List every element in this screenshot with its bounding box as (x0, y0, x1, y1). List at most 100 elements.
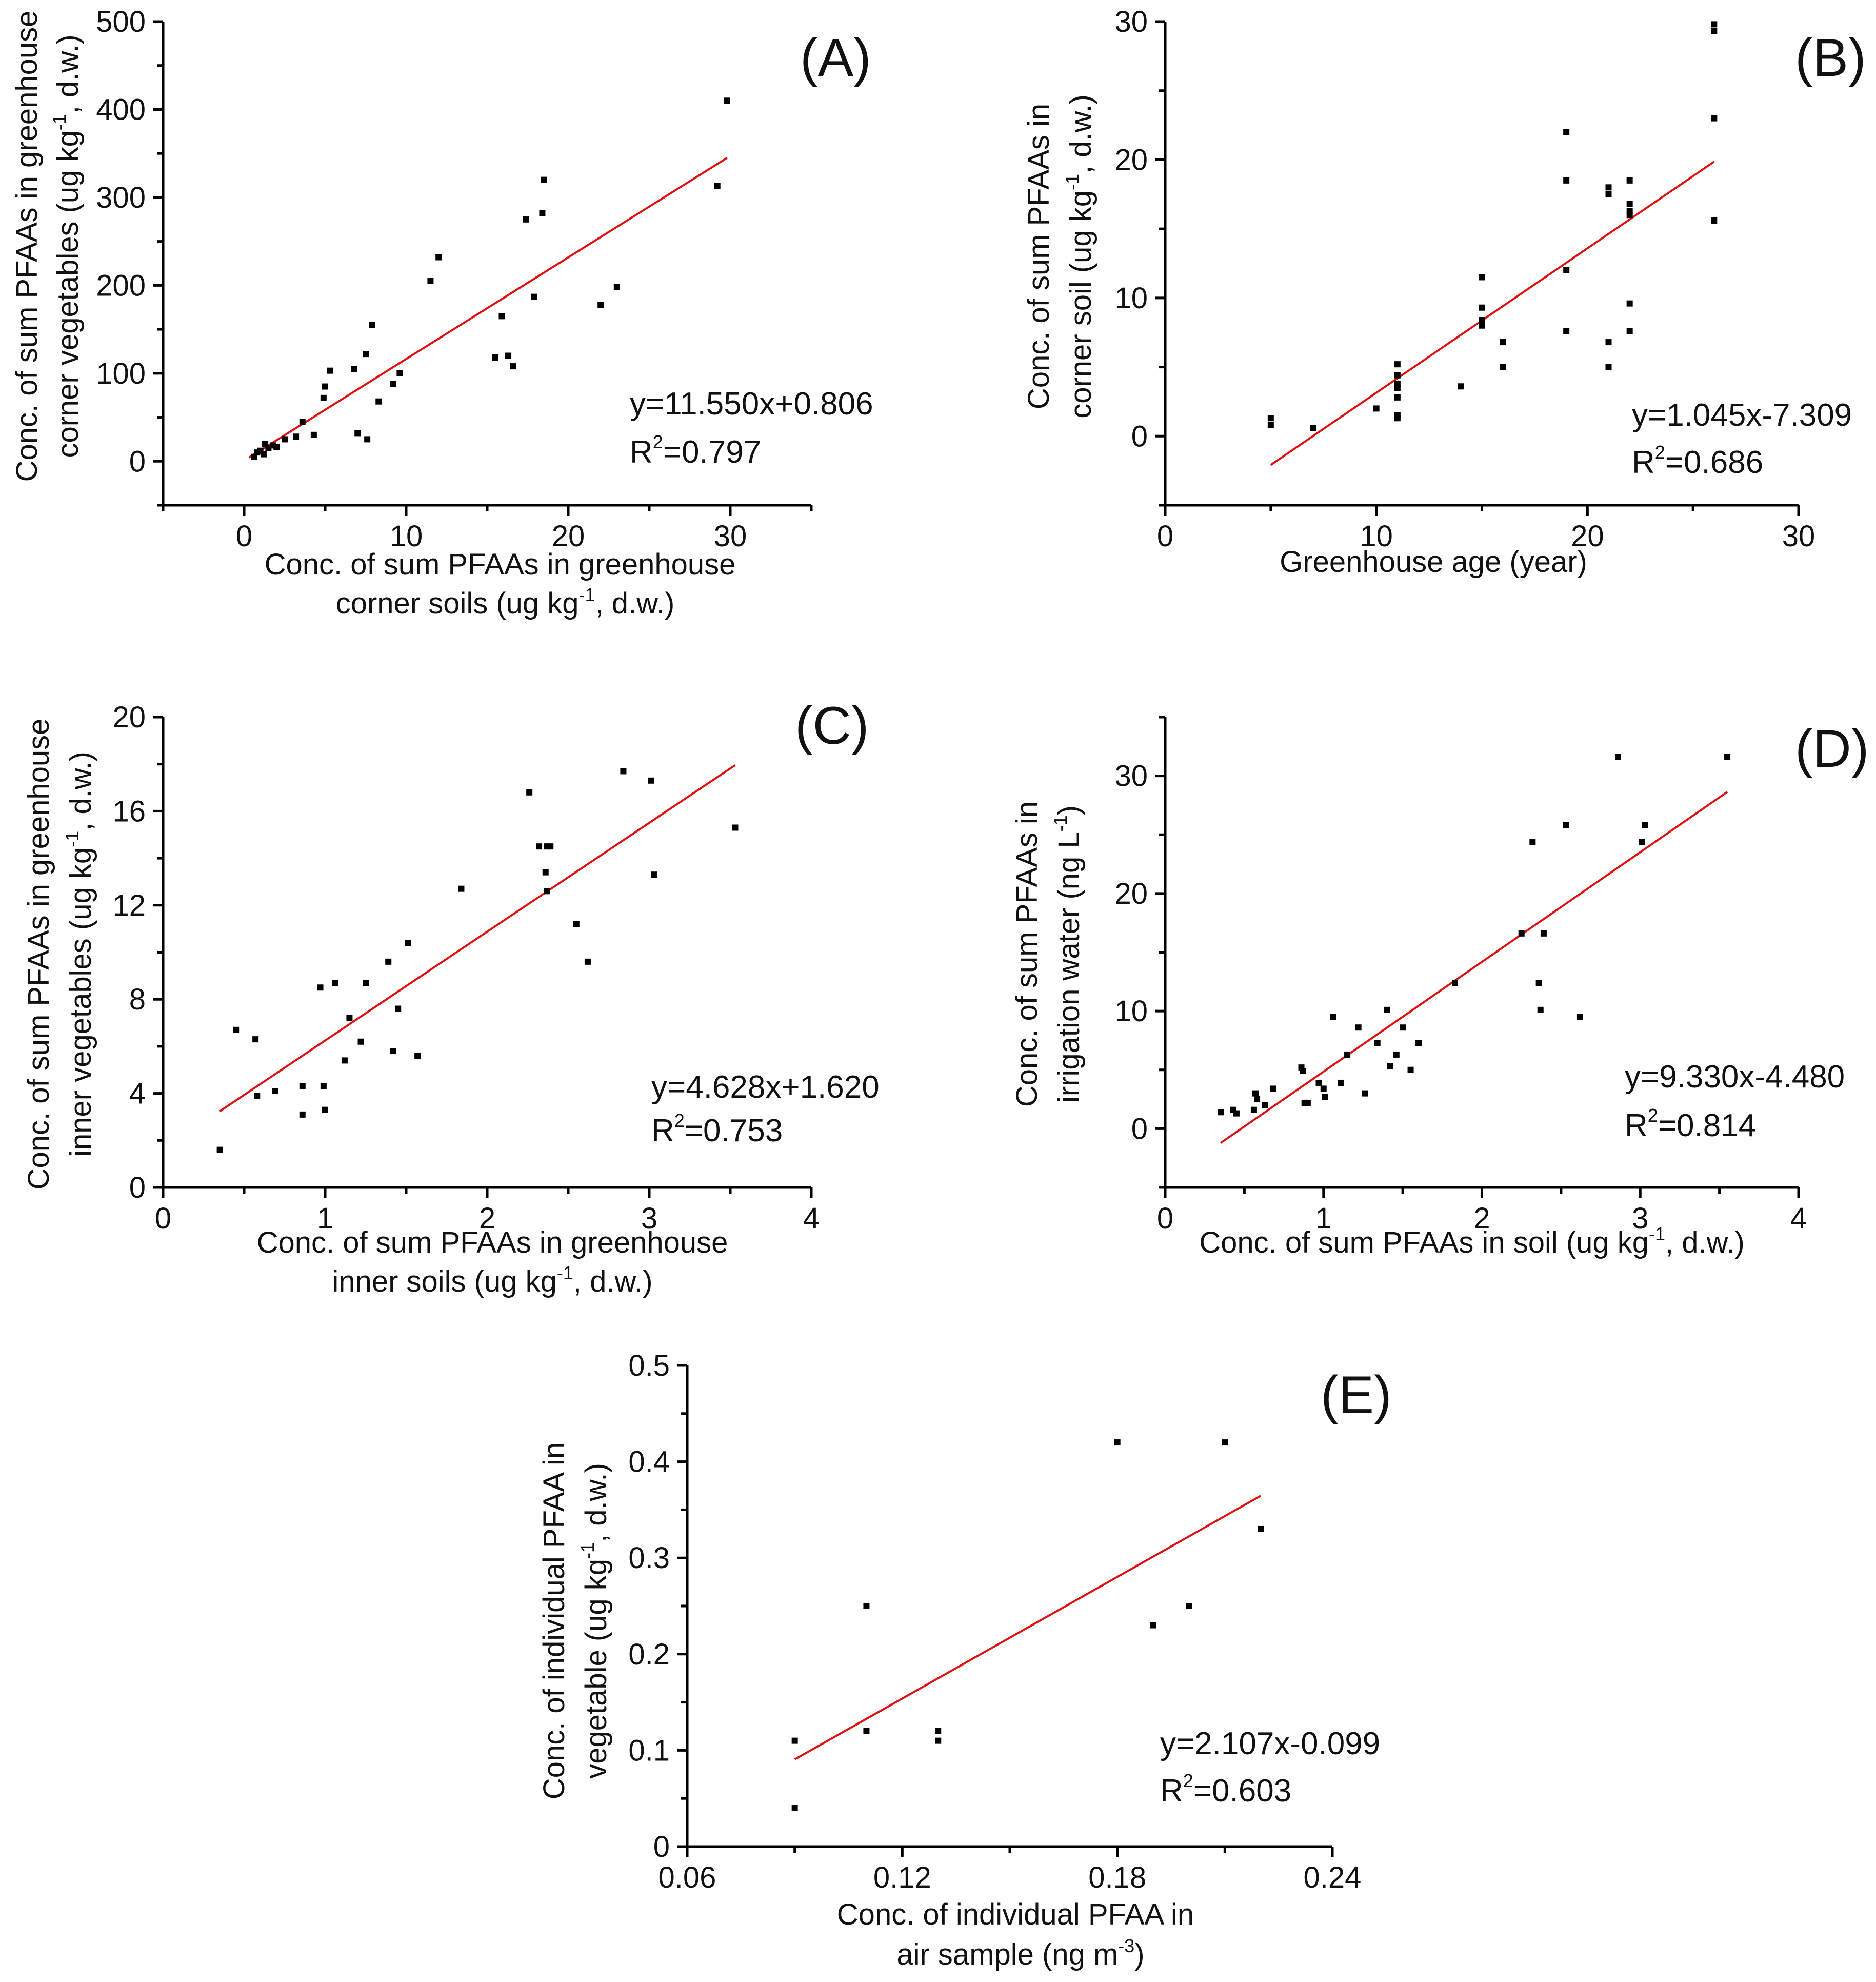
panel-c-fit-layer (219, 764, 736, 1113)
panel-b-equation: y=1.045x-7.309 (1632, 398, 1852, 433)
panel-c-data-point (573, 921, 580, 927)
panel-c-data-point (363, 980, 369, 986)
panel-e-equation: y=2.107x-0.099 (1160, 1726, 1380, 1761)
panel-a-data-point (262, 440, 269, 447)
panel-e-data-point (863, 1728, 870, 1734)
panel-c-y-tick-label: 8 (129, 983, 146, 1016)
panel-d-data-point (1639, 839, 1645, 845)
panel-a-r2: R2=0.797 (630, 431, 761, 470)
panel-c-points (216, 768, 739, 1153)
panel-c-x-tick-label: 4 (803, 1202, 820, 1235)
panel-a-data-point (351, 366, 357, 372)
panel-a-y-tick-label: 400 (96, 93, 146, 126)
panel-a-data-point (531, 293, 537, 300)
panel-b-data-point (1711, 21, 1718, 28)
panel-b-x-tick-label: 0 (1157, 520, 1173, 553)
panel-a-y-tick-label: 200 (96, 269, 146, 302)
panel-c-y-tick-label: 16 (112, 795, 146, 828)
panel-c-data-point (651, 871, 657, 878)
panel-e-x-tick-label: 0.24 (1304, 1861, 1362, 1894)
panel-e-data-point (1114, 1439, 1121, 1446)
panel-b-data-point (1563, 129, 1570, 135)
panel-a-data-point (369, 322, 375, 328)
panel-d-data-point (1384, 1006, 1390, 1013)
panel-c-data-point (526, 789, 533, 796)
panel-b-y-tick-label: 30 (1114, 5, 1148, 38)
panel-a-data-point (597, 302, 604, 308)
panel-b-x-tick-label: 20 (1571, 520, 1604, 553)
panel-b-data-point (1626, 212, 1633, 219)
panel-d-equation: y=9.330x-4.480 (1625, 1059, 1845, 1095)
panel-e-data-point (791, 1737, 798, 1744)
panel-c-x-tick-label: 1 (317, 1202, 333, 1235)
panel-d: 0 1 2 3 4 0 10 20 30 (D) y=9.330x-4.480 R2=0.814… (1010, 716, 1869, 1259)
panel-d-data-point (1269, 1085, 1276, 1092)
panel-b-ylabel-line2: corner soil (ug kg-1, d.w.) (1062, 94, 1097, 419)
panel-a-data-point (613, 284, 620, 290)
panel-a-xlabel-line2: corner soils (ug kg-1, d.w.) (336, 584, 675, 620)
panel-c-x-tick-label: 0 (155, 1202, 171, 1235)
panel-a-data-point (427, 278, 434, 284)
panel-b-data-point (1458, 383, 1464, 390)
panel-a-y-tick-label: 0 (129, 445, 146, 478)
panel-c-data-point (544, 888, 550, 895)
panel-d-data-point (1387, 1063, 1393, 1069)
panel-a-y-tick-label: 300 (96, 181, 146, 214)
panel-a-data-point (375, 398, 382, 405)
panel-b-data-point (1267, 422, 1274, 428)
panel-d-data-point (1355, 1024, 1362, 1031)
panel-c-x-tick-label: 3 (641, 1202, 657, 1235)
panel-d-y-tick-label: 10 (1114, 995, 1148, 1028)
panel-e-data-point (791, 1805, 798, 1811)
panel-d-data-point (1315, 1079, 1322, 1086)
panel-e-data-point (1258, 1525, 1264, 1532)
panel-a-label: (A) (800, 28, 871, 88)
panel-a-fit-line (248, 157, 728, 459)
panel-b-r2: R2=0.686 (1632, 442, 1763, 480)
panel-e-data-point (1222, 1439, 1228, 1446)
panel-c-data-point (317, 984, 324, 991)
panel-a-data-point (724, 97, 730, 104)
panel-d-x-tick-label: 2 (1473, 1202, 1490, 1235)
panel-c-data-point (536, 843, 543, 850)
panel-c-r2: R2=0.753 (651, 1110, 783, 1148)
panel-e-y-tick-label: 0.3 (628, 1541, 670, 1575)
panel-e-label: (E) (1321, 1365, 1392, 1425)
panel-c-data-point (542, 869, 549, 876)
panel-e-x-tick-label: 0.18 (1088, 1861, 1146, 1894)
panel-c-y-tick-label: 12 (112, 889, 146, 922)
panel-b-data-point (1711, 28, 1718, 34)
panel-a-data-point (364, 436, 371, 443)
panel-d-data-point (1393, 1051, 1400, 1058)
panel-c-label: (C) (795, 696, 869, 756)
panel-b-data-point (1605, 191, 1612, 197)
panel-d-y-tick-label: 0 (1131, 1112, 1148, 1145)
panel-b-axes: 0 10 20 30 0 10 20 30 (1114, 5, 1815, 553)
panel-a-data-point (327, 367, 333, 374)
panel-c-x-tick-label: 2 (479, 1202, 495, 1235)
panel-c-data-point (299, 1083, 306, 1089)
panel-b-data-point (1479, 304, 1485, 311)
panel-c-data-point (547, 843, 554, 850)
panel-e-y-tick-label: 0.5 (628, 1349, 670, 1382)
panel-a-data-point (510, 363, 516, 370)
panel-c-y-tick-label: 0 (129, 1171, 146, 1204)
panel-d-data-point (1535, 980, 1542, 986)
panel-b-data-point (1563, 267, 1570, 273)
panel-a-data-point (505, 352, 512, 359)
panel-e-data-point (863, 1603, 870, 1609)
panel-c-data-point (357, 1038, 364, 1045)
panel-e: 0.06 0.12 0.18 0.24 0 0.1 0.2 0.3 0.4 0.5 (E) y=2… (537, 1349, 1392, 1971)
panel-e-xlabel: Conc. of individual PFAA in (837, 1898, 1194, 1931)
panel-c-data-point (395, 1005, 402, 1012)
panel-e-y-tick-label: 0.4 (628, 1445, 670, 1479)
panel-b-ylabel: Conc. of sum PFAAs in (1022, 104, 1055, 409)
panel-d-label: (D) (1795, 719, 1869, 779)
panel-a-data-point (498, 313, 505, 320)
panel-e-fit-layer (794, 1495, 1262, 1760)
panel-c-data-point (331, 980, 338, 986)
panel-e-data-point (935, 1728, 942, 1734)
panel-e-xlabel-line2: air sample (ng m-3) (896, 1935, 1144, 1971)
panel-a-fit-layer (248, 157, 728, 459)
